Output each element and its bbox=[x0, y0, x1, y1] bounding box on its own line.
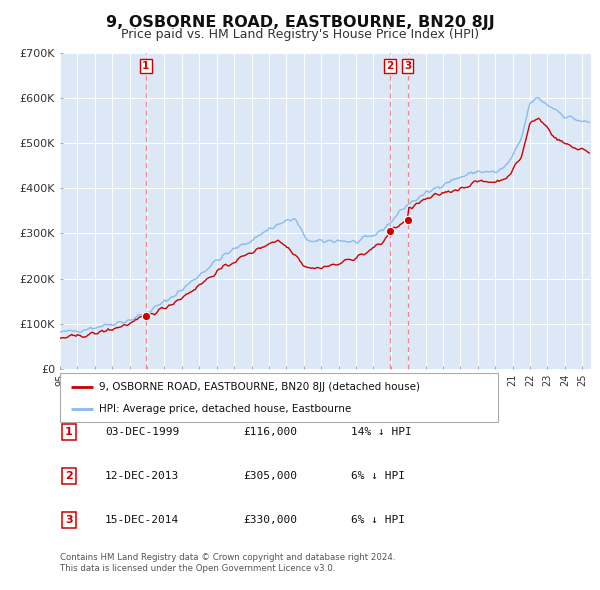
Text: 6% ↓ HPI: 6% ↓ HPI bbox=[351, 471, 405, 481]
Text: £116,000: £116,000 bbox=[243, 427, 297, 437]
Text: Contains HM Land Registry data © Crown copyright and database right 2024.
This d: Contains HM Land Registry data © Crown c… bbox=[60, 553, 395, 573]
Text: 1: 1 bbox=[65, 427, 73, 437]
Text: 3: 3 bbox=[65, 516, 73, 525]
Text: 14% ↓ HPI: 14% ↓ HPI bbox=[351, 427, 412, 437]
Text: 12-DEC-2013: 12-DEC-2013 bbox=[105, 471, 179, 481]
Text: 9, OSBORNE ROAD, EASTBOURNE, BN20 8JJ: 9, OSBORNE ROAD, EASTBOURNE, BN20 8JJ bbox=[106, 15, 494, 30]
Text: 6% ↓ HPI: 6% ↓ HPI bbox=[351, 516, 405, 525]
Text: 9, OSBORNE ROAD, EASTBOURNE, BN20 8JJ (detached house): 9, OSBORNE ROAD, EASTBOURNE, BN20 8JJ (d… bbox=[100, 382, 421, 392]
Text: 1: 1 bbox=[142, 61, 149, 71]
FancyBboxPatch shape bbox=[60, 373, 498, 422]
Text: £305,000: £305,000 bbox=[243, 471, 297, 481]
Text: 3: 3 bbox=[404, 61, 411, 71]
Text: £330,000: £330,000 bbox=[243, 516, 297, 525]
Text: 15-DEC-2014: 15-DEC-2014 bbox=[105, 516, 179, 525]
Text: HPI: Average price, detached house, Eastbourne: HPI: Average price, detached house, East… bbox=[100, 404, 352, 414]
Text: Price paid vs. HM Land Registry's House Price Index (HPI): Price paid vs. HM Land Registry's House … bbox=[121, 28, 479, 41]
Text: 03-DEC-1999: 03-DEC-1999 bbox=[105, 427, 179, 437]
Text: 2: 2 bbox=[386, 61, 394, 71]
Text: 2: 2 bbox=[65, 471, 73, 481]
